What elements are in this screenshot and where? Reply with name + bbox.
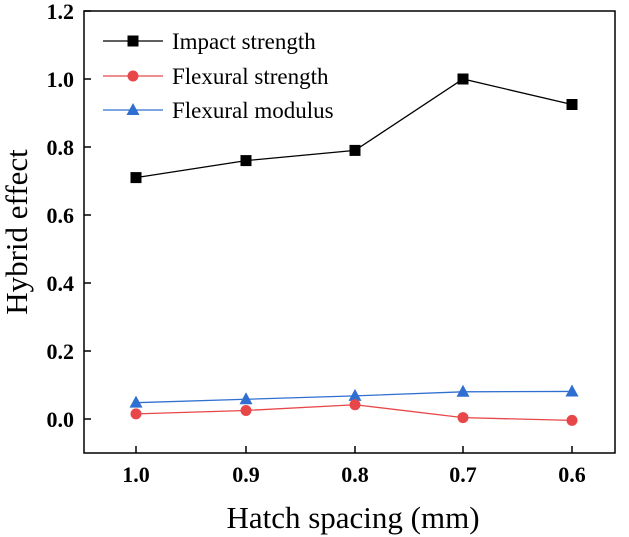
legend: Impact strength Flexural strength Flexural… — [103, 29, 334, 123]
data-point-flexural-strength — [566, 414, 578, 426]
data-point-impact-strength — [240, 155, 252, 167]
legend-marker — [127, 70, 139, 82]
series-flexural-strength — [130, 399, 578, 426]
x-tick-label: 1.0 — [122, 462, 150, 487]
data-point-flexural-strength — [130, 408, 142, 420]
data-point-impact-strength — [566, 99, 578, 110]
legend-label: Flexural strength — [172, 64, 329, 89]
data-point-flexural-modulus — [456, 384, 470, 397]
data-point-impact-strength — [457, 73, 469, 85]
data-point-flexural-modulus — [565, 384, 579, 397]
y-tick-label: 0.6 — [47, 203, 75, 228]
y-tick-label: 1.2 — [47, 0, 75, 24]
legend-item-flexural-strength: Flexural strength — [103, 64, 329, 89]
legend-marker — [127, 35, 139, 47]
y-tick-label: 0.0 — [47, 407, 75, 432]
y-tick-label: 0.8 — [47, 135, 75, 160]
legend-marker — [126, 103, 140, 115]
legend-label: Impact strength — [172, 29, 316, 54]
y-tick-label: 0.2 — [47, 339, 75, 364]
y-axis-title: Hybrid effect — [0, 149, 34, 315]
data-point-flexural-strength — [457, 412, 469, 424]
data-point-flexural-strength — [240, 405, 252, 416]
legend-item-impact-strength: Impact strength — [103, 29, 316, 54]
x-axis: 1.0 0.9 0.8 0.7 0.6 — [122, 446, 586, 487]
y-tick-label: 0.4 — [47, 271, 75, 296]
x-tick-label: 0.9 — [232, 462, 260, 487]
data-point-impact-strength — [349, 144, 361, 156]
data-point-flexural-strength — [349, 399, 361, 411]
data-point-flexural-modulus — [348, 388, 362, 401]
plot-frame — [83, 10, 616, 454]
x-tick-label: 0.7 — [449, 462, 477, 487]
series-line-impact-strength — [135, 78, 573, 179]
x-tick-label: 0.8 — [341, 462, 369, 487]
x-axis-title: Hatch spacing (mm) — [226, 500, 479, 535]
series-layer — [129, 73, 579, 426]
legend-item-flexural-modulus: Flexural modulus — [103, 98, 334, 123]
data-point-flexural-modulus — [239, 392, 253, 405]
legend-label: Flexural modulus — [172, 98, 334, 123]
x-tick-label: 0.6 — [558, 462, 586, 487]
y-tick-label: 1.0 — [47, 67, 75, 92]
series-impact-strength — [130, 73, 578, 184]
y-axis: 0.0 0.2 0.4 0.6 0.8 1.0 1.2 — [47, 0, 91, 432]
data-point-flexural-modulus — [129, 395, 143, 408]
series-flexural-modulus — [129, 384, 579, 408]
data-point-impact-strength — [130, 172, 142, 184]
